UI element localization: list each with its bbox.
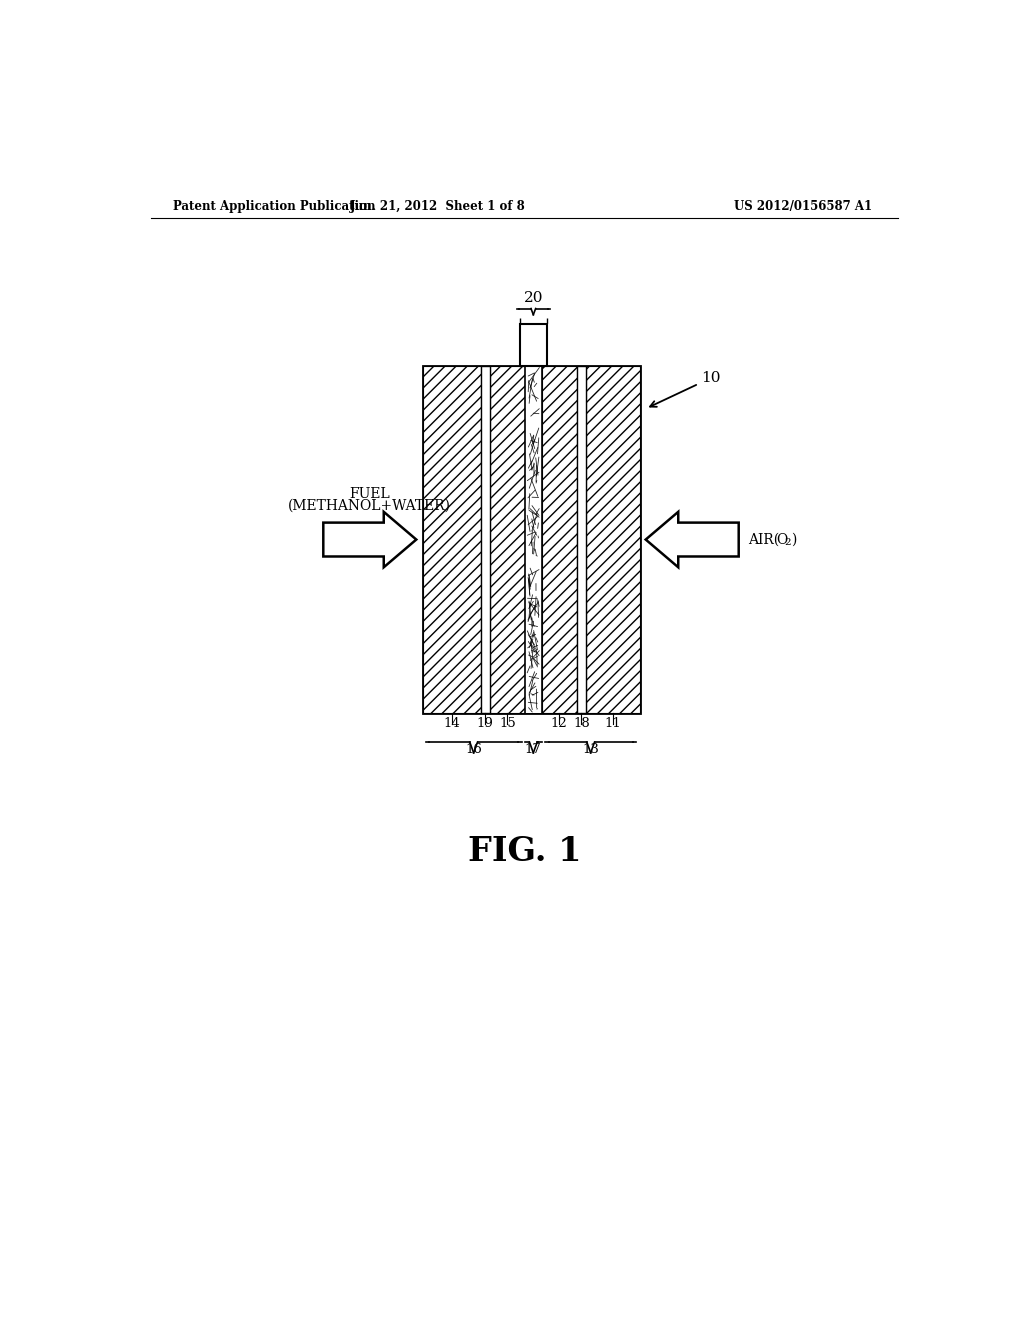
Bar <box>524 367 542 713</box>
Text: (METHANOL+WATER): (METHANOL+WATER) <box>289 499 452 512</box>
Text: ): ) <box>791 532 796 546</box>
Bar <box>423 367 640 713</box>
Text: 14: 14 <box>443 717 460 730</box>
Bar <box>520 323 547 367</box>
Text: US 2012/0156587 A1: US 2012/0156587 A1 <box>734 199 872 213</box>
Text: 12: 12 <box>551 717 567 730</box>
Text: 20: 20 <box>523 290 543 305</box>
Text: AIR(: AIR( <box>748 532 779 546</box>
Bar <box>586 367 640 713</box>
Bar <box>423 367 480 713</box>
Text: 2: 2 <box>784 539 792 546</box>
Text: O: O <box>776 532 787 546</box>
Text: 15: 15 <box>499 717 516 730</box>
Bar <box>577 367 586 713</box>
Text: 17: 17 <box>525 743 542 756</box>
Text: 19: 19 <box>477 717 494 730</box>
Bar <box>542 367 577 713</box>
Text: 10: 10 <box>650 371 721 407</box>
Text: Jun. 21, 2012  Sheet 1 of 8: Jun. 21, 2012 Sheet 1 of 8 <box>350 199 526 213</box>
Bar <box>480 367 489 713</box>
Text: Patent Application Publication: Patent Application Publication <box>173 199 376 213</box>
Bar <box>489 367 524 713</box>
Polygon shape <box>646 512 738 568</box>
Text: 11: 11 <box>604 717 622 730</box>
Text: 13: 13 <box>583 743 599 756</box>
Text: FIG. 1: FIG. 1 <box>468 836 582 869</box>
Polygon shape <box>324 512 417 568</box>
Text: 18: 18 <box>573 717 590 730</box>
Text: FUEL: FUEL <box>349 487 390 502</box>
Text: 16: 16 <box>465 743 482 756</box>
